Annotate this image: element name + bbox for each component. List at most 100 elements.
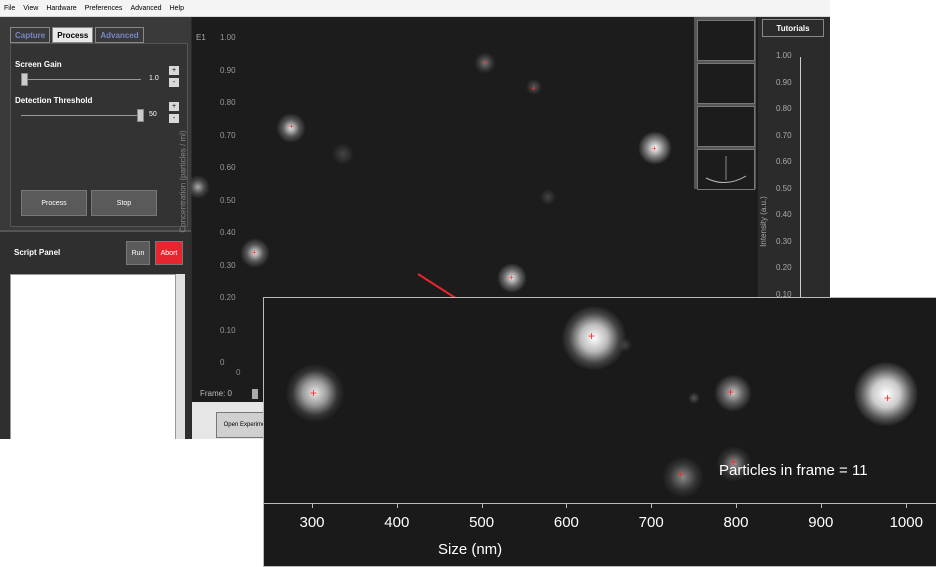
detection-threshold-minus-button[interactable]: - (169, 114, 179, 123)
inset-particle-marker: + (677, 467, 685, 481)
inset-particle-marker: + (730, 455, 738, 469)
intensity-y-tick-label: 0.40 (776, 210, 792, 219)
process-panel: Screen Gain 1.0 + - Detection Threshold … (10, 43, 188, 227)
script-panel: Script Panel Run Abort (0, 230, 191, 439)
plot-y-tick-label: 0.70 (220, 130, 236, 140)
particle-marker: + (509, 273, 514, 282)
inset-x-axis-label: Size (nm) (438, 541, 503, 558)
inset-particle (716, 446, 752, 482)
abort-button[interactable]: Abort (155, 241, 183, 265)
particle (332, 143, 354, 165)
screen-gain-value: 1.0 (149, 75, 159, 82)
plot-y-tick-label: 0.40 (220, 228, 236, 237)
menu-advanced[interactable]: Advanced (130, 4, 162, 12)
detection-threshold-plus-button[interactable]: + (169, 102, 179, 111)
inset-particle-marker: + (310, 386, 318, 400)
plot-y-tick-label: 0.30 (220, 260, 236, 270)
left-panel: Capture Process Advanced Screen Gain 1.0… (0, 17, 191, 439)
particle (474, 52, 496, 74)
particle-marker: + (531, 84, 536, 93)
tab-advanced[interactable]: Advanced (95, 27, 144, 43)
particles-in-frame-text: Particles in frame = 11 (719, 462, 868, 479)
intensity-y-tick-label: 0.90 (776, 77, 792, 87)
detection-threshold-value: 50 (149, 111, 157, 118)
inset-x-tick-mark (820, 503, 822, 508)
inset-x-tick-mark (312, 503, 313, 508)
thumbnail-intensity[interactable] (697, 106, 755, 147)
inset-particle (714, 374, 752, 412)
detection-threshold-slider[interactable] (137, 109, 144, 122)
intensity-y-tick-label: 1.00 (776, 51, 792, 60)
inset-x-tick-mark (905, 503, 907, 508)
particle (276, 113, 306, 143)
inset-x-tick-mark (396, 503, 398, 508)
thumbnail-3d-graphic (705, 156, 747, 183)
plot-y-tick-label: 0 (220, 358, 225, 367)
stop-button[interactable]: Stop (91, 190, 157, 216)
screen-gain-label: Screen Gain (15, 60, 62, 69)
screen-gain-slider[interactable] (21, 73, 28, 86)
tutorials-button[interactable]: Tutorials (762, 19, 824, 37)
menu-hardware[interactable]: Hardware (46, 4, 77, 12)
inset-x-tick-mark (736, 503, 737, 508)
plot-y-tick-label: 0.50 (220, 195, 236, 205)
inset-x-tick-label: 600 (553, 514, 579, 531)
inset-x-tick-mark (481, 503, 483, 508)
plot-y-tick-label: 0.80 (220, 98, 236, 107)
run-button[interactable]: Run (126, 241, 150, 265)
intensity-y-tick-label: 0.30 (776, 236, 792, 246)
detection-threshold-label: Detection Threshold (15, 96, 93, 105)
thumbnail-strip (694, 17, 756, 190)
inset-x-tick-label: 900 (808, 514, 834, 531)
screen-gain-track (21, 79, 141, 80)
inset-x-tick-label: 700 (638, 514, 664, 531)
particle-marker: + (252, 248, 257, 257)
menu-help[interactable]: Help (169, 4, 184, 12)
particle (240, 238, 270, 268)
inset-particle (618, 338, 632, 352)
inset-particle (562, 306, 626, 370)
menu-file[interactable]: File (4, 4, 16, 12)
thumbnail-3d[interactable] (697, 149, 755, 190)
zoom-inset: + + + + + + Particles in frame = 11 300 4… (263, 297, 936, 567)
thumbnail-scatter[interactable] (697, 20, 755, 61)
screen-gain-plus-button[interactable]: + (169, 66, 179, 75)
intensity-y-tick-label: 0.70 (776, 130, 792, 140)
menu-bar: File View Hardware Preferences Advanced … (0, 0, 830, 17)
tab-process[interactable]: Process (52, 27, 94, 43)
particle (540, 189, 556, 205)
detection-threshold-track (21, 115, 141, 116)
menu-preferences[interactable]: Preferences (84, 4, 123, 12)
inset-x-tick-label: 1000 (889, 514, 923, 531)
inset-x-tick-label: 800 (723, 514, 749, 531)
script-panel-title: Script Panel (14, 248, 61, 257)
frame-slider[interactable] (252, 389, 258, 399)
particle (526, 79, 542, 95)
plot-corner-label: E1 (196, 33, 206, 42)
tab-bar: Capture Process Advanced (10, 27, 144, 43)
intensity-y-tick-label: 0.50 (776, 183, 792, 193)
script-editor[interactable] (10, 274, 176, 439)
particle (638, 131, 672, 165)
inset-x-tick-label: 300 (299, 514, 325, 531)
inset-particle-marker: + (588, 329, 596, 343)
particle-marker: + (652, 144, 657, 153)
intensity-y-tick-label: 0.20 (776, 263, 792, 272)
particle-marker: + (483, 58, 488, 67)
plot-y-tick-label: 0.20 (220, 293, 236, 302)
menu-view[interactable]: View (23, 4, 39, 12)
particle (497, 263, 527, 293)
frame-label: Frame: 0 (200, 389, 233, 398)
inset-particle (854, 362, 918, 426)
script-scrollbar[interactable] (176, 274, 185, 439)
plot-y-tick-label: 0.10 (220, 325, 236, 335)
inset-particle (688, 392, 700, 404)
screen-gain-minus-button[interactable]: - (169, 78, 179, 87)
tab-capture[interactable]: Capture (10, 27, 51, 43)
inset-x-axis-line (264, 503, 936, 504)
process-button[interactable]: Process (21, 190, 87, 216)
intensity-y-tick-label: 0.10 (776, 289, 792, 299)
inset-particle (662, 456, 704, 498)
thumbnail-distribution[interactable] (697, 63, 755, 104)
plot-y-tick-label: 0.60 (220, 163, 236, 172)
